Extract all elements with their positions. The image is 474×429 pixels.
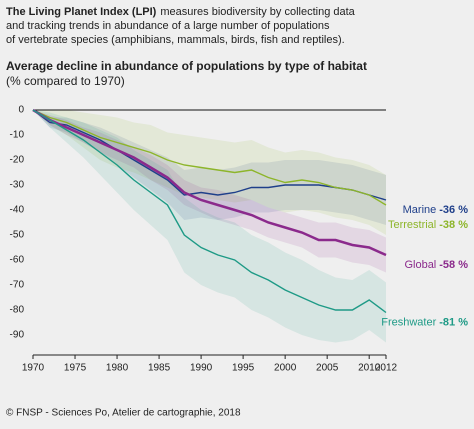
- y-tick-label: -80: [10, 305, 25, 316]
- value-label: -81 %: [439, 316, 468, 328]
- legend-name: Terrestrial: [388, 219, 436, 231]
- uncertainty-band: [33, 110, 386, 225]
- intro-text: of vertebrate species (amphibians, mamma…: [6, 34, 345, 46]
- y-tick-label: 0: [18, 105, 24, 116]
- legend-name: Global: [404, 259, 436, 271]
- y-tick-label: -10: [10, 130, 25, 141]
- series-line: [32, 109, 387, 314]
- x-tick-label: 2005: [316, 363, 339, 374]
- x-tick-label: 2012: [375, 363, 398, 374]
- legend-entry: Global -58 %: [404, 259, 468, 271]
- y-tick-label: -30: [10, 180, 25, 191]
- x-tick-label: 1990: [190, 363, 213, 374]
- intro-text: measures biodiversity by collecting data: [160, 6, 355, 18]
- y-tick-label: -40: [10, 205, 25, 216]
- legend-entry: Terrestrial -38 %: [388, 219, 468, 231]
- value-label: -36 %: [439, 204, 468, 216]
- y-tick-label: -60: [10, 255, 25, 266]
- value-label: -58 %: [439, 259, 468, 271]
- x-tick-label: 1985: [148, 363, 171, 374]
- legend-entry: Freshwater -81 %: [381, 316, 468, 328]
- legend-name: Freshwater: [381, 316, 436, 328]
- intro-text: and tracking trends in abundance of a la…: [6, 20, 330, 32]
- series-line: [32, 108, 387, 257]
- source: © FNSP - Sciences Po, Atelier de cartogr…: [6, 408, 241, 419]
- x-tick-label: 2000: [274, 363, 297, 374]
- x-tick-label: 1995: [232, 363, 255, 374]
- series-line: [32, 109, 387, 201]
- legend-entry: Marine -36 %: [403, 204, 469, 216]
- x-tick-label: 2010: [358, 363, 381, 374]
- y-tick-label: -90: [10, 330, 25, 341]
- y-tick-label: -50: [10, 230, 25, 241]
- series-line: [32, 109, 387, 206]
- y-tick-label: -20: [10, 155, 25, 166]
- intro-lead: The Living Planet Index (LPI): [6, 6, 157, 18]
- intro-line: The Living Planet Index (LPI) measures bi…: [6, 6, 356, 18]
- value-label: -38 %: [439, 219, 468, 231]
- x-tick-label: 1970: [22, 363, 45, 374]
- legend-name: Marine: [403, 204, 437, 216]
- x-tick-label: 1980: [106, 363, 129, 374]
- chart-subtitle: (% compared to 1970): [6, 74, 125, 88]
- y-tick-label: -70: [10, 280, 25, 291]
- x-tick-label: 1975: [64, 363, 87, 374]
- chart-title: Average decline in abundance of populati…: [6, 59, 367, 73]
- uncertainty-band: [33, 110, 386, 235]
